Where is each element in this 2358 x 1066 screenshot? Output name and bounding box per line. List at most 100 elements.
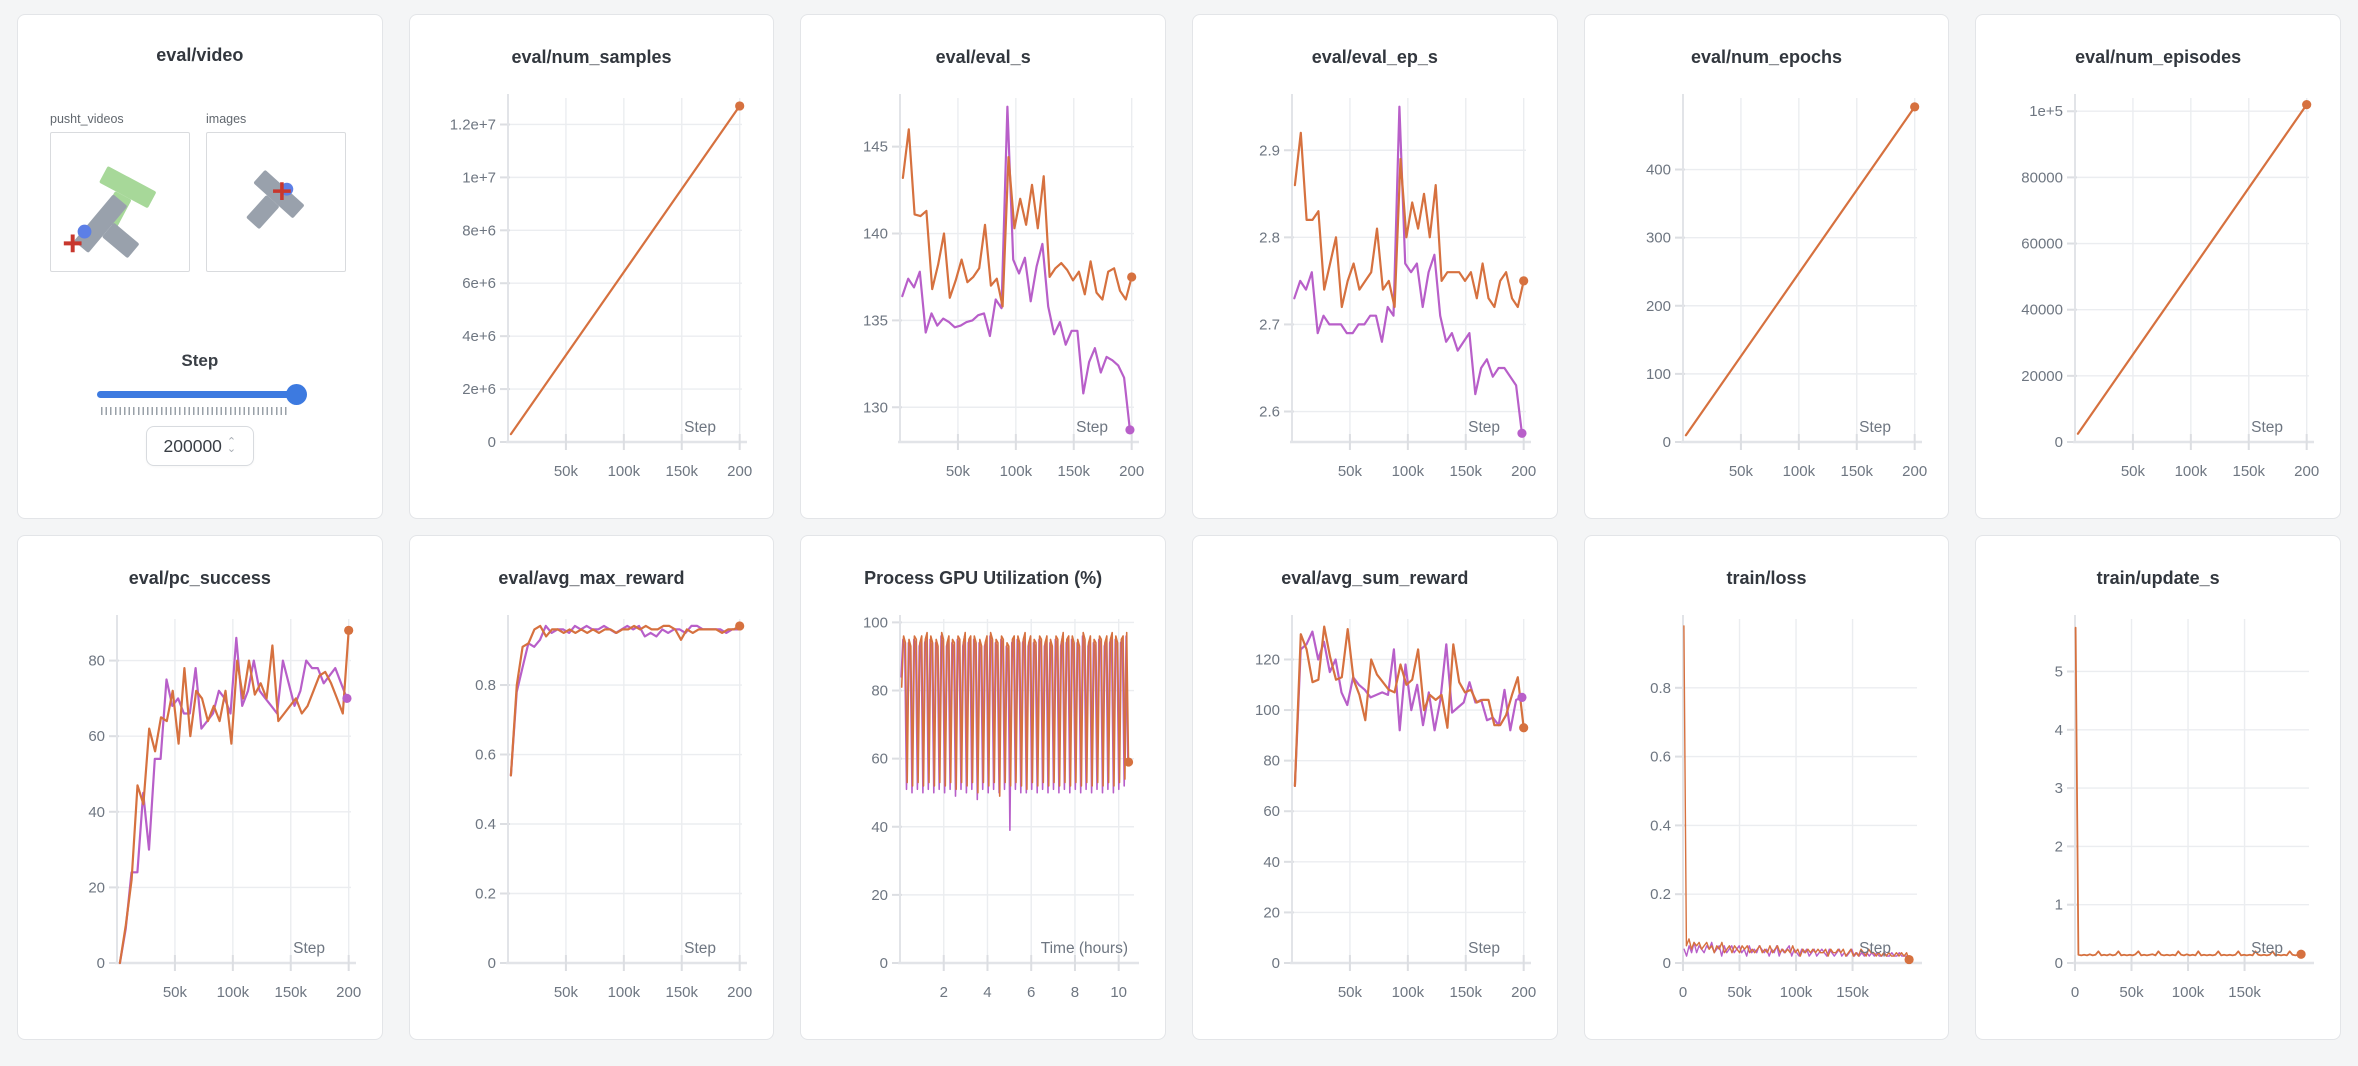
svg-text:150k: 150k [1449,463,1482,480]
chart-canvas-train-update-s[interactable]: 0 1 2 3 4 5 0 50k 100k 150k Step [1987,611,2329,1009]
svg-text:0: 0 [2071,984,2079,1001]
chart-canvas-train-loss[interactable]: 0 0.2 0.4 0.6 0.8 0 50k 100k 150k Step [1595,611,1937,1009]
x-axis-label: Step [293,940,325,957]
svg-text:2.7: 2.7 [1259,316,1280,333]
svg-text:4: 4 [983,984,991,1001]
svg-text:3: 3 [2055,780,2063,797]
svg-text:0: 0 [1663,434,1671,451]
svg-text:1: 1 [2055,897,2063,914]
media-label-images: images [206,112,247,126]
chart-canvas-eval-num-episodes[interactable]: 0 20000 40000 60000 80000 1e+5 50k 100k 150k 200 S… [1987,90,2329,488]
panel-title: eval/eval_ep_s [1311,47,1438,67]
step-slider[interactable] [96,384,307,405]
svg-text:50k: 50k [946,463,971,480]
svg-text:40: 40 [88,804,105,821]
svg-text:200: 200 [1903,463,1928,480]
chart-canvas-eval-avg-sum-reward[interactable]: 0 20 40 60 80 100 120 50k 100k 150k 200 Step [1204,611,1546,1009]
chart-canvas-process-gpu-utilization[interactable]: 0 20 40 60 80 100 2 4 6 8 10 Time (hours) [812,611,1154,1009]
svg-text:0.6: 0.6 [476,747,497,764]
media-item: images [206,112,346,272]
svg-text:0: 0 [488,434,496,451]
chevron-up-icon[interactable]: ⌃ [226,436,237,448]
slider-track[interactable] [96,391,303,398]
svg-text:150k: 150k [666,984,699,1001]
svg-text:2.8: 2.8 [1259,229,1280,246]
chart-canvas-eval-eval-s[interactable]: 130 135 140 145 50k 100k 150k 200 Step [812,90,1154,488]
svg-text:150k: 150k [1837,984,1870,1001]
svg-text:60000: 60000 [2021,236,2063,253]
svg-text:1.2e+7: 1.2e+7 [450,116,496,133]
panel-title: train/update_s [2096,568,2220,588]
svg-text:0.6: 0.6 [1651,749,1672,766]
panel-eval-eval-ep-s: eval/eval_ep_s 2.6 2.7 2.8 2.9 50k 100k 150k 200… [1191,14,1558,519]
svg-text:150k: 150k [2228,984,2261,1001]
svg-text:0.2: 0.2 [476,886,497,903]
svg-text:0.8: 0.8 [1651,680,1672,697]
x-axis-label: Step [2251,940,2283,957]
panel-title: eval/num_epochs [1690,47,1843,67]
svg-text:80: 80 [88,653,105,670]
svg-text:50k: 50k [163,984,188,1001]
chart-canvas-eval-pc-success[interactable]: 0 20 40 60 80 50k 100k 150k 200 Step [29,611,371,1009]
svg-text:60: 60 [1263,803,1280,820]
chart-canvas-eval-avg-max-reward[interactable]: 0 0.2 0.4 0.6 0.8 50k 100k 150k 200 Step [420,611,762,1009]
svg-text:20: 20 [871,887,888,904]
svg-text:200: 200 [1511,984,1536,1001]
step-value-input[interactable]: 200000 ⌃ ⌄ [145,426,254,466]
svg-text:80000: 80000 [2021,169,2063,186]
svg-text:150k: 150k [2233,463,2266,480]
svg-text:50k: 50k [554,463,579,480]
chevron-down-icon[interactable]: ⌄ [226,443,237,455]
svg-text:150k: 150k [666,463,699,480]
svg-text:50k: 50k [1729,463,1754,480]
chart-canvas-eval-num-epochs[interactable]: 0 100 200 300 400 50k 100k 150k 200 Step [1595,90,1937,488]
chart-canvas-eval-num-samples[interactable]: 0 2e+6 4e+6 6e+6 8e+6 1e+7 1.2e+7 50k 100k 150k 20… [420,90,762,488]
svg-text:200: 200 [1511,463,1536,480]
svg-text:20000: 20000 [2021,368,2063,385]
svg-text:10: 10 [1111,984,1128,1001]
x-axis-label: Step [1076,419,1108,436]
svg-text:1e+7: 1e+7 [463,169,497,186]
svg-text:5: 5 [2055,663,2063,680]
stepper-arrows[interactable]: ⌃ ⌄ [226,436,237,455]
media-row: pusht_videos [18,112,382,272]
svg-text:0: 0 [1663,955,1671,972]
svg-text:50k: 50k [2121,463,2146,480]
panel-train-loss: train/loss 0 0.2 0.4 0.6 0.8 0 50k 100k 150k Step [1583,535,1950,1040]
panel-process-gpu-utilization: Process GPU Utilization (%) 0 20 40 60 80 100 2… [800,535,1166,1040]
svg-text:8e+6: 8e+6 [463,222,497,239]
svg-text:130: 130 [863,399,888,416]
svg-text:0: 0 [96,955,104,972]
svg-text:1e+5: 1e+5 [2029,103,2063,120]
svg-text:0: 0 [1679,984,1687,1001]
svg-text:0: 0 [2055,955,2063,972]
x-axis-label: Step [1468,940,1500,957]
panel-title: train/loss [1726,568,1807,588]
svg-text:0.4: 0.4 [476,816,497,833]
panel-title: eval/eval_s [935,47,1031,67]
svg-text:60: 60 [871,751,888,768]
svg-text:100: 100 [1646,366,1671,383]
slider-thumb[interactable] [285,384,307,405]
svg-text:2.9: 2.9 [1259,142,1280,159]
svg-text:100: 100 [1255,702,1280,719]
pusht-image-icon [246,170,304,229]
media-label-pusht-videos: pusht_videos [50,112,124,126]
svg-text:0.8: 0.8 [476,677,497,694]
svg-text:200: 200 [336,984,361,1001]
images-thumbnail[interactable] [206,132,346,272]
svg-text:2: 2 [940,984,948,1001]
chart-canvas-eval-eval-ep-s[interactable]: 2.6 2.7 2.8 2.9 50k 100k 150k 200 Step [1204,90,1546,488]
svg-text:200: 200 [1119,463,1144,480]
svg-text:100k: 100k [608,463,641,480]
svg-text:100k: 100k [2175,463,2208,480]
pusht-videos-thumbnail[interactable] [50,132,190,272]
panel-title: eval/num_samples [511,47,672,67]
svg-text:0: 0 [880,955,888,972]
x-axis-label: Step [685,940,717,957]
panel-eval-pc-success: eval/pc_success 0 20 40 60 80 50k 100k 150k 200 St… [17,535,383,1040]
svg-text:400: 400 [1646,162,1671,179]
svg-text:100k: 100k [216,984,249,1001]
svg-text:100: 100 [863,614,888,631]
panel-train-update-s: train/update_s 0 1 2 3 4 5 0 50k 100k 150k Step [1975,535,2341,1040]
